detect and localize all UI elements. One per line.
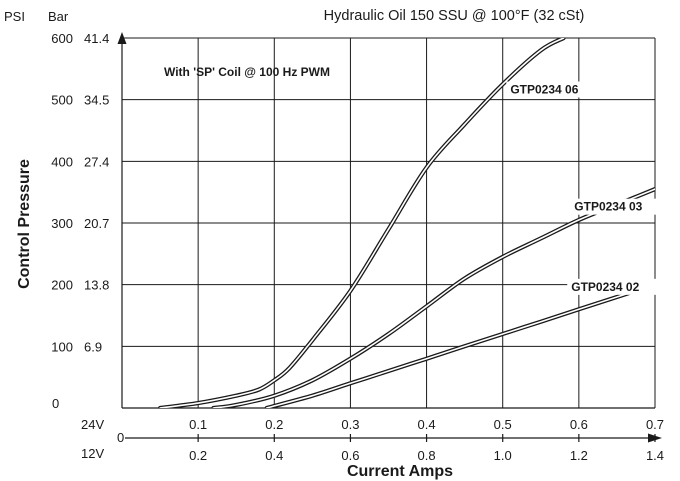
curves [158, 38, 655, 408]
y-tick-label-psi: 300 [51, 216, 73, 231]
y-tick-label-bar: 27.4 [84, 154, 109, 169]
labels: Hydraulic Oil 150 SSU @ 100°F (32 cSt) P… [4, 8, 584, 480]
coil-annotation: With 'SP' Coil @ 100 Hz PWM [164, 65, 330, 79]
x-tick-label-24v: 0.4 [418, 417, 436, 432]
x-origin-label: 0 [117, 430, 124, 445]
series-line-core-3 [265, 283, 655, 408]
y-tick-label-psi: 200 [51, 278, 73, 293]
y-tick-label-psi: 500 [51, 93, 73, 108]
x-tick-label-24v: 0.1 [189, 417, 207, 432]
y-tick-label-psi: 400 [51, 154, 73, 169]
x-tick-label-24v: 0.6 [570, 417, 588, 432]
x-tick-label-12v: 0.8 [418, 448, 436, 463]
y-tick-label-bar: 34.5 [84, 93, 109, 108]
y-tick-label-bar: 6.9 [84, 339, 102, 354]
series-line-core-1 [159, 38, 565, 408]
y-unit-psi: PSI [4, 9, 25, 24]
y-axis-arrow [117, 32, 127, 44]
series-line-core-2 [212, 188, 655, 408]
x-tick-label-12v: 1.0 [494, 448, 512, 463]
x-tick-label-12v: 1.4 [646, 448, 664, 463]
chart-title: Hydraulic Oil 150 SSU @ 100°F (32 cSt) [324, 8, 585, 24]
x-tick-label-12v: 0.6 [341, 448, 359, 463]
x-tick-label-12v: 0.4 [265, 448, 283, 463]
series-label-bg [570, 198, 675, 215]
y-axis-title: Control Pressure [16, 159, 33, 289]
grid-lines [122, 37, 656, 409]
x-tick-label-12v: 1.2 [570, 448, 588, 463]
x-row-12v-label: 12V [81, 446, 104, 461]
tick-labels: 100 6.9 200 13.8 300 20.7 400 27.4 500 34.5 600 41.… [51, 31, 664, 463]
series-label-bg [567, 278, 672, 295]
x-tick-label-24v: 0.2 [265, 417, 283, 432]
x-tick-label-24v: 0.3 [341, 417, 359, 432]
series-labels: GTP0234 06 GTP0234 03 GTP0234 02 [506, 81, 675, 295]
series-label-1: GTP0234 06 [510, 83, 578, 97]
y-origin-label: 0 [52, 396, 59, 411]
series-label-3: GTP0234 02 [571, 280, 639, 294]
x-tick-label-24v: 0.7 [646, 417, 664, 432]
x-row-24v-label: 24V [81, 417, 104, 432]
y-tick-label-psi: 600 [51, 31, 73, 46]
series-label-bg [506, 81, 611, 98]
series-label-2: GTP0234 03 [574, 200, 642, 214]
x-axis-title: Current Amps [347, 463, 453, 480]
y-unit-bar: Bar [48, 9, 69, 24]
y-tick-label-psi: 100 [51, 339, 73, 354]
x-tick-label-24v: 0.5 [494, 417, 512, 432]
x-tick-label-12v: 0.2 [189, 448, 207, 463]
y-tick-label-bar: 13.8 [84, 278, 109, 293]
y-tick-label-bar: 41.4 [84, 31, 109, 46]
y-tick-label-bar: 20.7 [84, 216, 109, 231]
